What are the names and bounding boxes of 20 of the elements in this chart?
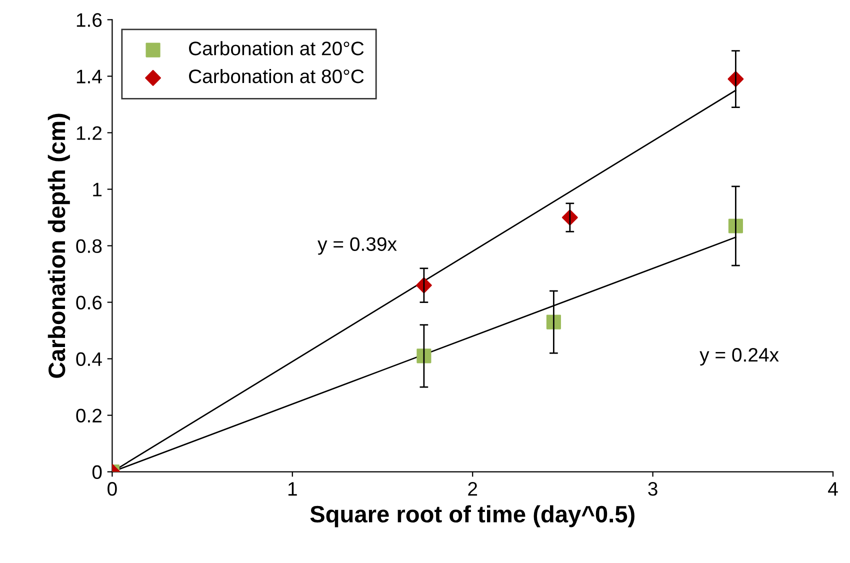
x-axis-title: Square root of time (day^0.5) [310,505,634,528]
y-tick-label: 1 [93,182,102,196]
legend-label: Carbonation at 80°C [189,68,364,84]
x-tick-label: 3 [648,482,658,496]
y-tick-label: 1.6 [76,13,102,27]
y-tick-label: 0.2 [76,408,102,423]
y-tick-label: 0.6 [76,296,102,310]
y-tick-label: 1.2 [76,126,102,140]
legend-label: Carbonation at 20°C [189,41,364,56]
x-tick-label: 1 [288,482,297,496]
y-tick-label: 0.8 [76,239,102,253]
y-tick-label: 0 [92,465,102,480]
annotation: y = 0.39x [318,237,397,255]
x-tick-label: 0 [108,482,117,496]
annotation: y = 0.24x [700,348,779,366]
y-tick-label: 0.4 [76,352,102,366]
y-tick-label: 1.4 [76,70,102,84]
y-axis-title: Carbonation depth (cm) [48,114,70,378]
x-tick-label: 2 [468,482,478,496]
x-tick-label: 4 [828,482,838,496]
